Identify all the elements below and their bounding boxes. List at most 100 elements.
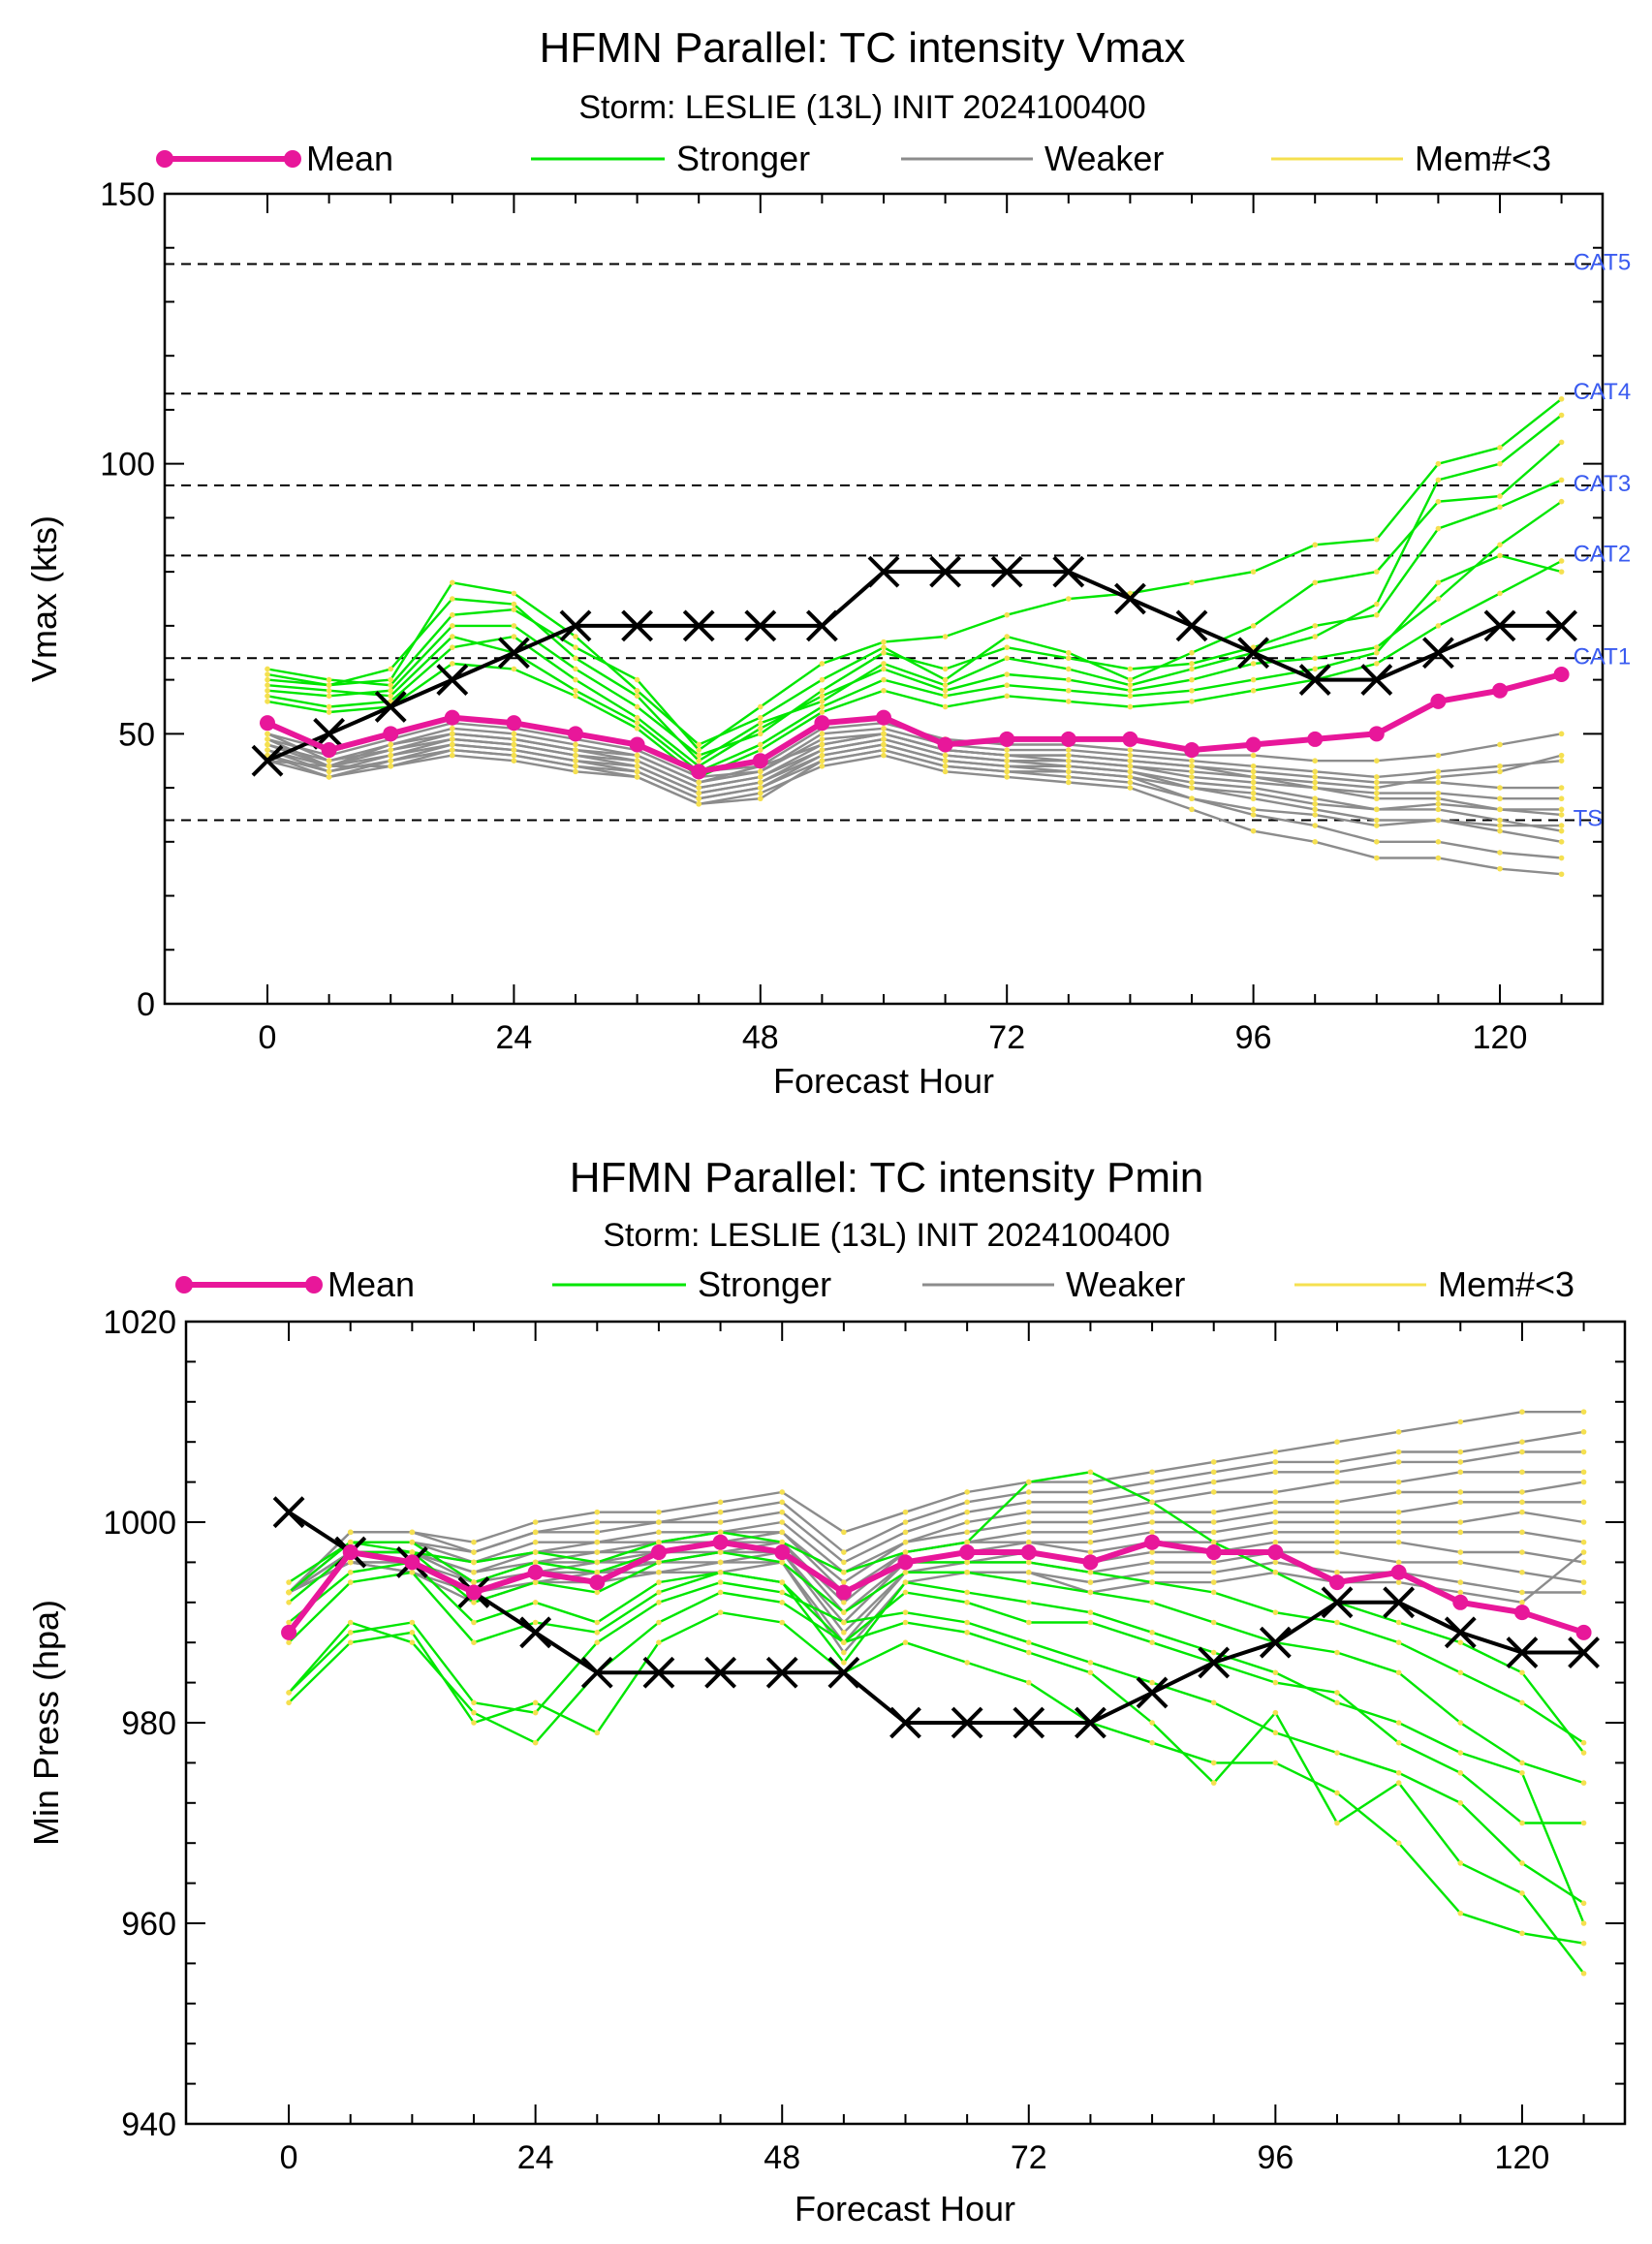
vmax-member-point bbox=[511, 736, 517, 742]
pmin-member-point bbox=[1334, 1439, 1340, 1445]
vmax-member-point bbox=[1127, 758, 1134, 764]
vmax-member-point bbox=[573, 634, 578, 639]
pmin-member-point bbox=[532, 1519, 539, 1525]
vmax-observed-marker bbox=[1545, 609, 1578, 642]
vmax-member-point bbox=[511, 731, 517, 737]
pmin-member-point bbox=[656, 1559, 662, 1566]
pmin-member-point bbox=[1272, 1760, 1279, 1766]
vmax-member-point bbox=[1066, 655, 1072, 662]
vmax-observed-marker bbox=[1237, 637, 1270, 670]
pmin-member-point bbox=[1580, 1479, 1587, 1485]
pmin-observed-marker bbox=[519, 1616, 552, 1649]
pmin-member-point bbox=[1457, 1579, 1464, 1585]
vmax-member-point bbox=[634, 703, 640, 710]
pmin-member-point bbox=[1087, 1469, 1094, 1476]
vmax-member-point bbox=[1374, 758, 1380, 764]
vmax-member-point bbox=[1374, 855, 1380, 861]
vmax-member-point bbox=[1435, 460, 1442, 467]
pmin-member-point bbox=[286, 1690, 292, 1696]
pmin-member-point bbox=[1580, 1469, 1587, 1476]
vmax-member-point bbox=[819, 699, 826, 704]
vmax-member-point bbox=[1374, 774, 1380, 780]
vmax-mean-point bbox=[814, 715, 830, 732]
pmin-member-point bbox=[1580, 1970, 1587, 1977]
pmin-chart-subtitle: Storm: LESLIE (13L) INIT 2024100400 bbox=[603, 1217, 1169, 1254]
vmax-member-point bbox=[1312, 623, 1318, 629]
pmin-member-point bbox=[1087, 1660, 1094, 1666]
pmin-member-point bbox=[779, 1589, 786, 1596]
vmax-member-point bbox=[326, 693, 332, 700]
vmax-member-point bbox=[1250, 687, 1257, 694]
pmin-member-point bbox=[1210, 1589, 1217, 1596]
pmin-observed-marker bbox=[765, 1656, 798, 1689]
pmin-observed-marker bbox=[272, 1496, 305, 1529]
pmin-member-point bbox=[1395, 1449, 1402, 1455]
vmax-member-point bbox=[1250, 795, 1257, 802]
pmin-member-point bbox=[1519, 1890, 1525, 1896]
vmax-member-point bbox=[1127, 785, 1134, 791]
vmax-member-point bbox=[1558, 758, 1565, 764]
pmin-member-point bbox=[1395, 1529, 1402, 1536]
vmax-observed-line bbox=[266, 570, 1562, 764]
pmin-member-point bbox=[1087, 1499, 1094, 1506]
vmax-member-point bbox=[1312, 774, 1318, 780]
pmin-member-point bbox=[532, 1600, 539, 1605]
pmin-member-point bbox=[964, 1569, 970, 1575]
vmax-observed-marker bbox=[929, 555, 962, 588]
pmin-member-point bbox=[471, 1600, 477, 1605]
vmax-member-point bbox=[265, 736, 270, 742]
pmin-member-point bbox=[1580, 1750, 1587, 1756]
pmin-member-point bbox=[1457, 1669, 1464, 1676]
vmax-mean-point bbox=[691, 764, 707, 780]
vmax-member-point bbox=[1127, 774, 1134, 780]
pmin-member-point bbox=[1519, 1449, 1525, 1455]
vmax-mean-point bbox=[1122, 731, 1138, 747]
vmax-member-point bbox=[1374, 790, 1380, 796]
pmin-observed-marker-stroke bbox=[1383, 1586, 1416, 1619]
pmin-member-point bbox=[1580, 1519, 1587, 1525]
pmin-member-point bbox=[841, 1619, 847, 1626]
vmax-member-point bbox=[1558, 839, 1565, 845]
vmax-legend: Mean Stronger Weaker Mem#<3 bbox=[156, 139, 1551, 178]
pmin-observed-marker-stroke bbox=[1321, 1586, 1354, 1619]
vmax-member-point bbox=[1066, 758, 1072, 764]
vmax-member-point bbox=[881, 639, 887, 645]
vmax-member-point bbox=[1004, 768, 1010, 775]
pmin-y-tick-label: 1020 bbox=[103, 1304, 176, 1341]
pmin-member-point bbox=[1519, 1860, 1525, 1866]
pmin-member-point bbox=[841, 1559, 847, 1566]
pmin-member-point bbox=[1457, 1589, 1464, 1596]
vmax-y-tick-label: 50 bbox=[118, 716, 155, 753]
pmin-observed-marker-stroke bbox=[704, 1656, 736, 1689]
vmax-category-label: CAT4 bbox=[1574, 379, 1632, 405]
pmin-mean-point bbox=[1144, 1534, 1161, 1550]
pmin-member-point bbox=[964, 1589, 970, 1596]
pmin-member-point bbox=[1334, 1539, 1340, 1545]
pmin-mean-line bbox=[286, 1539, 1585, 1636]
pmin-observed-marker-stroke bbox=[642, 1656, 675, 1689]
pmin-member-point bbox=[656, 1509, 662, 1515]
vmax-member-point bbox=[696, 758, 701, 764]
pmin-member-point bbox=[532, 1579, 539, 1585]
pmin-member-point bbox=[902, 1549, 909, 1555]
pmin-member-point bbox=[841, 1649, 847, 1656]
pmin-member-point bbox=[1025, 1539, 1032, 1545]
pmin-member-point bbox=[1210, 1619, 1217, 1626]
pmin-member-point bbox=[1457, 1639, 1464, 1645]
vmax-member-point bbox=[696, 779, 701, 786]
pmin-member-point bbox=[1580, 1539, 1587, 1545]
pmin-member-point bbox=[1334, 1549, 1340, 1555]
vmax-member-point bbox=[1189, 661, 1195, 667]
pmin-member-point bbox=[841, 1609, 847, 1615]
vmax-member-point bbox=[1374, 569, 1380, 575]
vmax-member-point bbox=[511, 590, 517, 597]
vmax-member-point bbox=[573, 741, 578, 748]
pmin-member-point bbox=[1149, 1569, 1155, 1575]
vmax-category-label: CAT2 bbox=[1574, 541, 1632, 567]
pmin-member-point bbox=[409, 1569, 416, 1575]
vmax-member-point bbox=[326, 774, 332, 780]
vmax-member-point bbox=[326, 703, 332, 710]
vmax-member-point bbox=[942, 768, 949, 775]
pmin-member-point bbox=[1519, 1489, 1525, 1495]
pmin-member-point bbox=[286, 1639, 292, 1645]
